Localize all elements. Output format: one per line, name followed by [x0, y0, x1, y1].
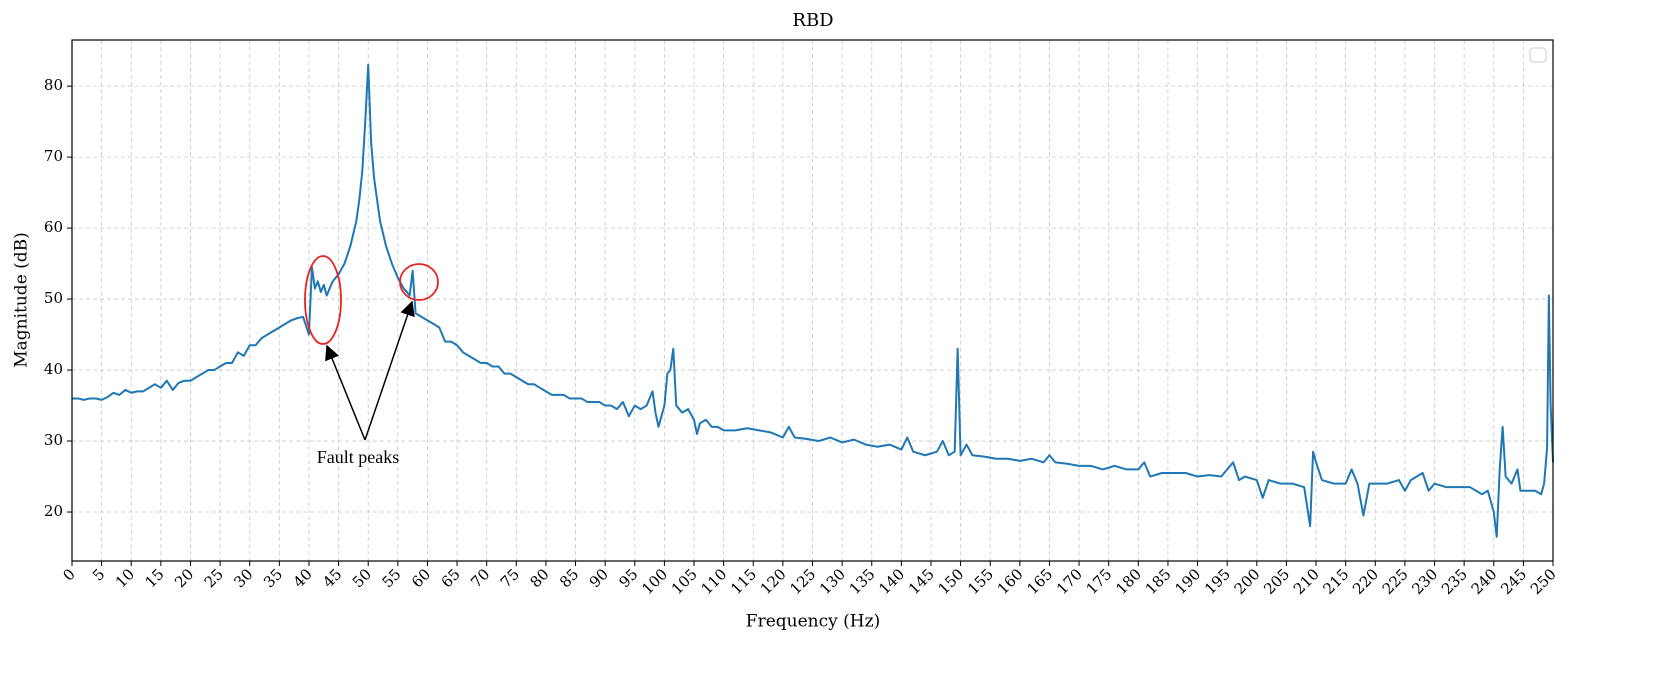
x-tick-label: 235 — [1438, 565, 1471, 598]
x-tick-label: 125 — [786, 565, 819, 598]
x-tick-label: 165 — [1023, 565, 1056, 598]
x-tick-label: 230 — [1408, 565, 1441, 598]
x-tick-label: 90 — [586, 565, 612, 591]
y-tick-label: 80 — [44, 76, 63, 94]
x-tick-label: 110 — [697, 565, 730, 598]
x-tick-label: 50 — [349, 565, 375, 591]
annotation-text: Fault peaks — [317, 447, 400, 467]
y-tick-label: 70 — [44, 147, 63, 165]
x-tick-label: 55 — [378, 565, 404, 591]
x-tick-label: 160 — [994, 565, 1027, 598]
x-tick-label: 5 — [89, 565, 108, 584]
x-tick-label: 85 — [556, 565, 582, 591]
x-tick-label: 135 — [846, 565, 879, 598]
legend — [1529, 47, 1547, 63]
y-tick-label: 20 — [44, 502, 63, 520]
y-tick-label: 40 — [44, 360, 63, 378]
x-tick-label: 75 — [497, 565, 523, 591]
x-tick-label: 240 — [1468, 565, 1501, 598]
x-tick-label: 250 — [1527, 565, 1560, 598]
x-tick-label: 140 — [875, 565, 908, 598]
y-axis-label: Magnitude (dB) — [12, 232, 32, 368]
x-tick-label: 100 — [638, 565, 671, 598]
x-tick-label: 30 — [230, 565, 256, 591]
plot — [72, 63, 1554, 538]
x-axis-label: Frequency (Hz) — [746, 612, 880, 632]
chart-title: RBD — [792, 10, 833, 31]
x-tick-label: 45 — [319, 565, 345, 591]
x-tick-label: 185 — [1142, 565, 1175, 598]
x-tick-label: 245 — [1497, 565, 1530, 598]
y-tick-label: 60 — [44, 218, 63, 236]
x-tick-label: 60 — [408, 565, 434, 591]
x-tick-label: 220 — [1349, 565, 1382, 598]
x-tick-label: 195 — [1201, 565, 1234, 598]
x-tick-label: 20 — [171, 565, 197, 591]
x-tick-label: 170 — [1053, 565, 1086, 598]
x-tick-label: 155 — [964, 565, 997, 598]
x-tick-label: 70 — [467, 565, 493, 591]
annotation-arrow — [364, 300, 415, 441]
x-tick-label: 130 — [816, 565, 849, 598]
x-tick-label: 15 — [141, 565, 167, 591]
x-tick-label: 205 — [1260, 565, 1293, 598]
x-tick-label: 210 — [1290, 565, 1323, 598]
x-tick-label: 65 — [438, 565, 464, 591]
x-tick-label: 80 — [527, 565, 553, 591]
x-tick-label: 115 — [727, 565, 760, 598]
x-tick-label: 200 — [1231, 565, 1264, 598]
y-tick-label: 30 — [44, 431, 63, 449]
x-tick-label: 180 — [1112, 565, 1145, 598]
x-tick-label: 10 — [112, 565, 138, 591]
x-tick-label: 40 — [290, 565, 316, 591]
annotation-arrow — [325, 344, 366, 441]
x-tick-label: 105 — [668, 565, 701, 598]
highlight-circle — [399, 263, 439, 301]
x-tick-label: 145 — [905, 565, 938, 598]
highlight-ellipse — [304, 255, 342, 345]
x-tick-label: 95 — [615, 565, 641, 591]
data-line — [72, 63, 1554, 538]
x-tick-label: 25 — [201, 565, 227, 591]
x-tick-label: 150 — [934, 565, 967, 598]
y-tick-label: 50 — [44, 289, 63, 307]
x-tick-label: 175 — [1083, 565, 1116, 598]
x-tick-label: 35 — [260, 565, 286, 591]
x-tick-label: 225 — [1379, 565, 1412, 598]
x-tick-label: 120 — [757, 565, 790, 598]
x-tick-label: 215 — [1320, 565, 1353, 598]
x-tick-label: 190 — [1171, 565, 1204, 598]
x-tick-label: 0 — [59, 565, 78, 584]
